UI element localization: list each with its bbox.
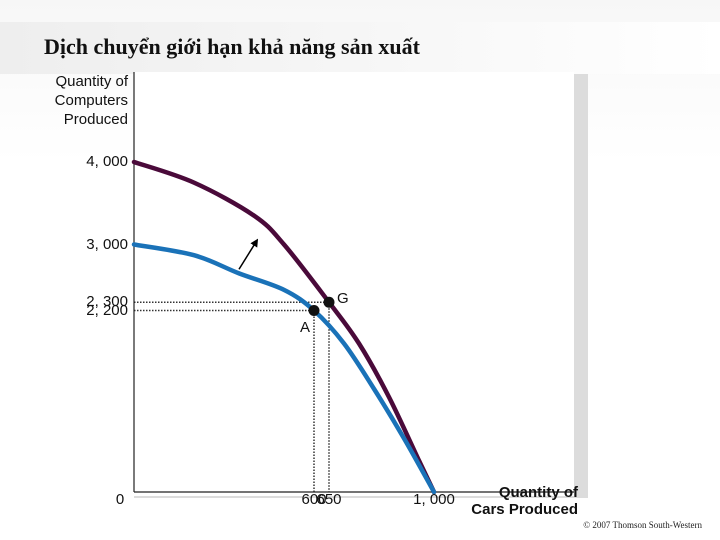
x-tick-label: 1, 000 [413,491,455,508]
shift-arrow [238,238,259,270]
y-tick-label: 2, 200 [86,301,128,319]
x-axis-label-line: Cars Produced [471,501,578,518]
x-tick-label: 600 [301,491,327,508]
x-tick-label: 650 [316,491,342,508]
x-axis-label-line: Quantity of [498,484,578,501]
x-axis-label: Quantity of Cars Produced [471,484,578,518]
y-tick-label: 4, 000 [86,153,128,170]
point-label-a: A [300,318,311,336]
y-tick-label: 2, 300 [86,293,128,311]
y-axis-label: Quantity of Computers Produced [55,72,128,129]
point-label-g: G [337,290,349,308]
slide-title: Dịch chuyển giới hạn khả năng sản xuất [44,34,420,59]
copyright-notice: © 2007 Thomson South-Western [583,520,702,530]
y-axis-label-line: Produced [63,111,128,128]
title-band [0,22,720,74]
point-g [323,296,335,308]
point-a [308,305,320,316]
plot-area [134,72,574,496]
y-axis-label-line: Quantity of [55,73,128,90]
x-tick-label: 0 [115,491,125,508]
y-tick-label: 3, 000 [86,235,128,253]
y-axis-label-line: Computers [54,92,128,109]
